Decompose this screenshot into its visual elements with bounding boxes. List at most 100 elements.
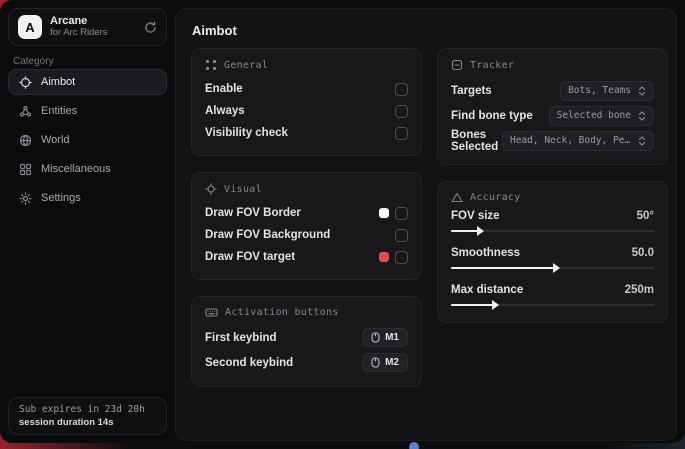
dropdown-value: Selected bone <box>556 110 631 121</box>
category-label: Category <box>13 56 54 67</box>
draw-fov-target-checkbox[interactable] <box>395 250 408 264</box>
setting-row-smoothness: Smoothness 50.0 <box>451 247 654 273</box>
app-title: Arcane <box>50 15 88 28</box>
slider-thumb[interactable] <box>552 263 560 273</box>
card-title: Tracker <box>470 59 515 71</box>
setting-row-find-bone-type: Find bone type Selected bone <box>451 103 654 128</box>
tracker-card: Tracker Targets Bots, Teams Find bone <box>437 48 668 165</box>
setting-row-second-keybind: Second keybind M2 <box>205 350 408 375</box>
setting-row-enable: Enable <box>205 78 408 100</box>
grid-icon <box>19 163 32 176</box>
setting-label: Enable <box>205 83 243 95</box>
sidebar-item-entities[interactable]: Entities <box>8 98 167 124</box>
sidebar-item-aimbot[interactable]: Aimbot <box>8 69 167 95</box>
slider-value: 50° <box>636 210 654 222</box>
setting-label: Draw FOV Border <box>205 207 301 219</box>
sidebar: A Arcane for Arc Riders Category Aimbot <box>0 0 175 443</box>
draw-fov-background-checkbox[interactable] <box>395 228 408 242</box>
accuracy-card: Accuracy FOV size 50° Smoothness <box>437 181 668 323</box>
setting-row-draw-fov-target: Draw FOV target <box>205 246 408 268</box>
setting-label: Second keybind <box>205 356 294 369</box>
unfold-icon <box>638 110 646 121</box>
card-title: General <box>224 59 269 71</box>
slider-thumb[interactable] <box>477 226 485 236</box>
setting-label: Draw FOV Background <box>205 229 331 241</box>
slider-thumb[interactable] <box>491 300 499 310</box>
app-subtitle: for Arc Riders <box>50 26 108 38</box>
column-left: General Enable Always Visibility check <box>191 48 422 387</box>
slider-value: 250m <box>624 284 654 296</box>
general-icon <box>205 59 217 71</box>
setting-row-draw-fov-background: Draw FOV Background <box>205 224 408 246</box>
globe-icon <box>19 134 32 147</box>
second-keybind-button[interactable]: M2 <box>362 353 408 372</box>
subscription-info: Sub expires in 23d 20h session duration … <box>8 397 167 435</box>
main-panel: Aimbot General Enable Always <box>175 8 677 441</box>
sidebar-item-label: Aimbot <box>41 76 76 88</box>
sidebar-item-world[interactable]: World <box>8 127 167 153</box>
setting-label: Draw FOV target <box>205 251 296 263</box>
activation-buttons-card: Activation buttons First keybind M1 S <box>191 296 422 387</box>
sub-expiry-text: Sub expires in 23d 20h <box>19 404 145 415</box>
unfold-icon <box>638 135 646 146</box>
keybind-value: M1 <box>385 332 399 343</box>
setting-row-draw-fov-border: Draw FOV Border <box>205 202 408 224</box>
find-bone-type-dropdown[interactable]: Selected bone <box>548 105 654 126</box>
sidebar-item-label: Miscellaneous <box>41 163 111 175</box>
visibility-check-checkbox[interactable] <box>395 126 408 140</box>
setting-label: Find bone type <box>451 109 533 122</box>
setting-row-max-distance: Max distance 250m <box>451 284 654 310</box>
setting-row-first-keybind: First keybind M1 <box>205 325 408 350</box>
enable-checkbox[interactable] <box>395 82 408 96</box>
color-swatch[interactable] <box>379 252 389 262</box>
card-title: Activation buttons <box>225 307 339 318</box>
dropdown-value: Head, Neck, Body, Pe... <box>510 135 631 146</box>
setting-row-targets: Targets Bots, Teams <box>451 78 654 103</box>
gear-icon <box>19 191 32 205</box>
smoothness-slider[interactable] <box>451 263 654 273</box>
general-card: General Enable Always Visibility check <box>191 48 422 156</box>
mouse-cursor <box>409 442 419 449</box>
page-title: Aimbot <box>192 23 237 38</box>
setting-label: Max distance <box>451 284 524 296</box>
unfold-icon <box>638 85 646 96</box>
targets-dropdown[interactable]: Bots, Teams <box>560 80 654 101</box>
always-checkbox[interactable] <box>395 104 408 118</box>
triangle-icon <box>451 192 463 203</box>
app-logo: A <box>18 15 42 39</box>
setting-row-visibility-check: Visibility check <box>205 122 408 144</box>
setting-row-bones-selected: Bones Selected Head, Neck, Body, Pe... <box>451 128 654 153</box>
setting-label: Smoothness <box>451 247 521 259</box>
card-title: Accuracy <box>470 192 521 203</box>
tracker-icon <box>451 59 463 71</box>
sidebar-item-settings[interactable]: Settings <box>8 185 167 211</box>
setting-label: Always <box>205 105 245 117</box>
crosshair-icon <box>19 75 32 89</box>
keybind-value: M2 <box>385 357 399 368</box>
first-keybind-button[interactable]: M1 <box>362 328 408 347</box>
visual-card: Visual Draw FOV Border Draw FOV Backgrou… <box>191 172 422 280</box>
column-right: Tracker Targets Bots, Teams Find bone <box>437 48 668 323</box>
sidebar-item-label: Entities <box>41 105 78 117</box>
fov-size-slider[interactable] <box>451 226 654 236</box>
setting-label: FOV size <box>451 210 500 222</box>
slider-value: 50.0 <box>631 247 654 259</box>
sidebar-item-label: World <box>41 134 70 146</box>
bones-selected-dropdown[interactable]: Head, Neck, Body, Pe... <box>502 130 654 151</box>
mouse-icon <box>371 357 380 368</box>
sidebar-item-miscellaneous[interactable]: Miscellaneous <box>8 156 167 182</box>
color-swatch[interactable] <box>379 208 389 218</box>
sidebar-item-label: Settings <box>41 192 81 204</box>
session-duration-text: session duration 14s <box>19 417 114 428</box>
sidebar-nav: Aimbot Entities World <box>8 69 167 211</box>
visual-icon <box>205 183 217 195</box>
draw-fov-border-checkbox[interactable] <box>395 206 408 220</box>
app-header: A Arcane for Arc Riders <box>8 8 167 46</box>
setting-label: Targets <box>451 84 492 97</box>
max-distance-slider[interactable] <box>451 300 654 310</box>
dropdown-value: Bots, Teams <box>568 85 631 96</box>
sync-icon[interactable] <box>144 21 157 34</box>
keyboard-icon <box>205 307 218 318</box>
setting-label: First keybind <box>205 331 277 344</box>
